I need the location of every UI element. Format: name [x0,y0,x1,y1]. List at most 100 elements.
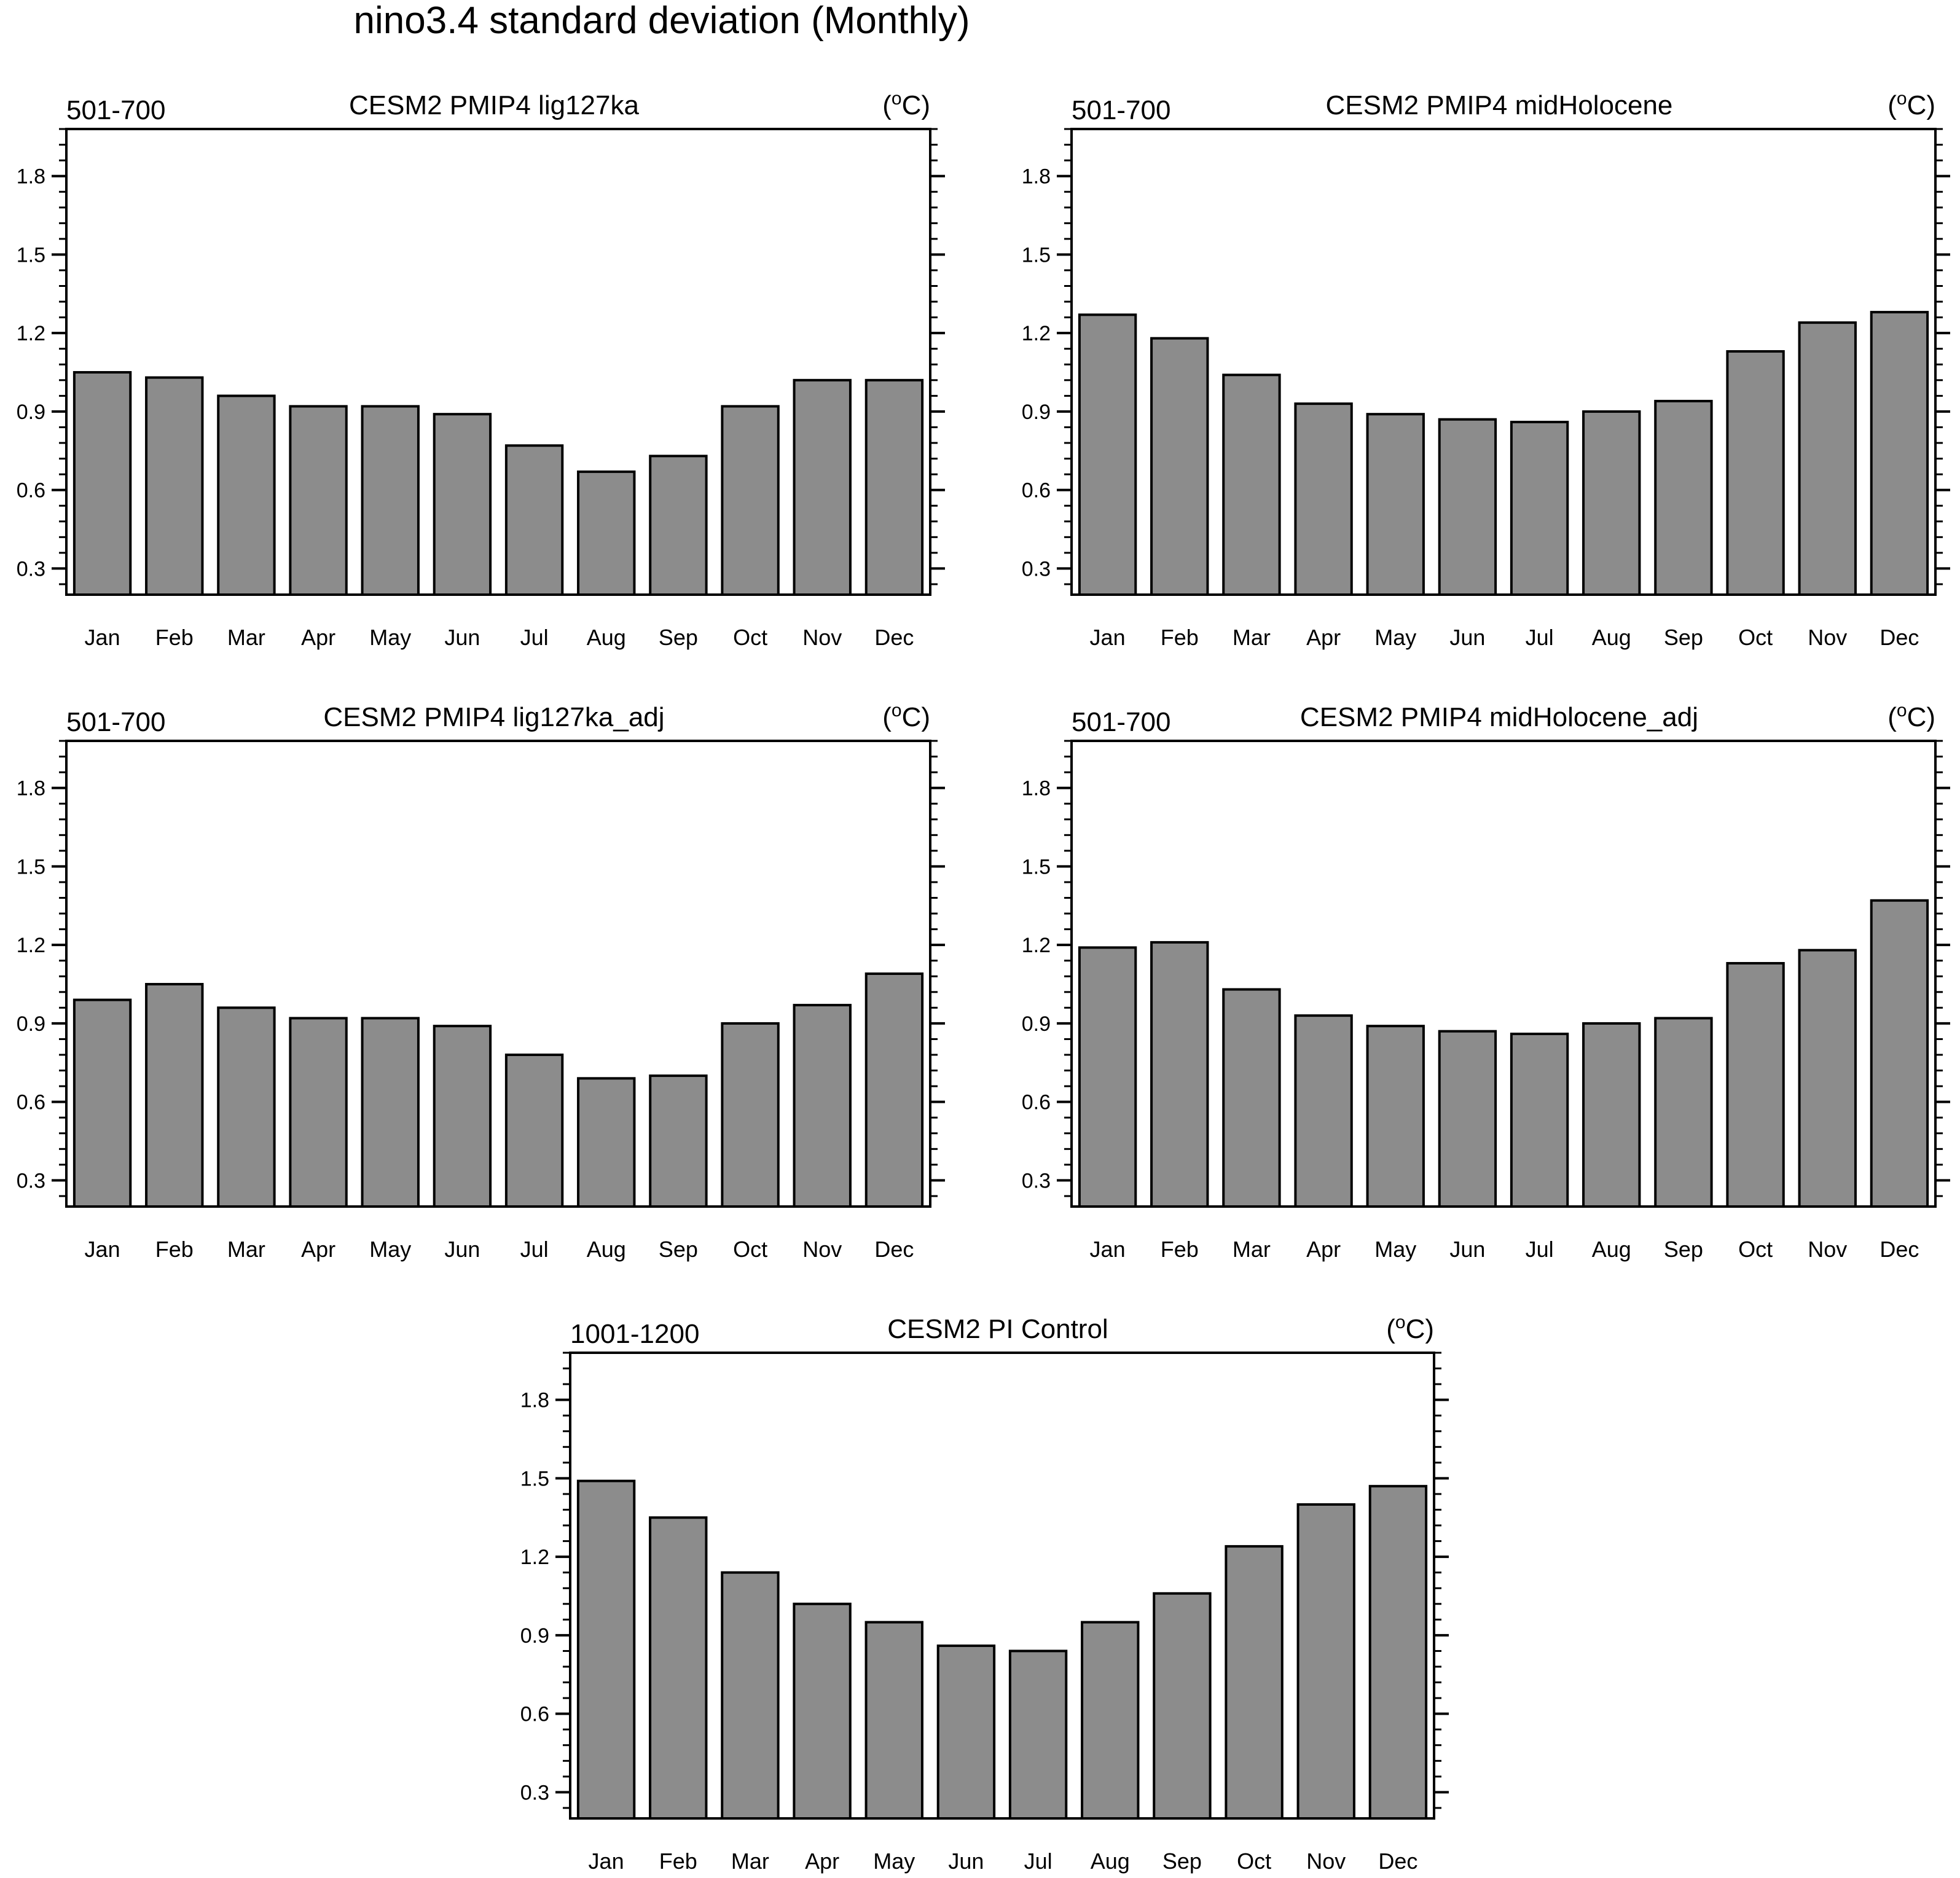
bar-apr [1294,1014,1353,1208]
plot-frame [65,128,931,596]
y-tick-label: 1.8 [17,165,45,189]
y-tick-label: 1.8 [1022,165,1051,189]
x-tick-label: Jul [1526,1237,1554,1262]
panel-period-label: 501-700 [66,95,165,125]
y-tick-label: 0.3 [520,1781,549,1804]
x-tick-label: Oct [733,1237,767,1262]
bar-jun [1438,1030,1497,1208]
bar-sep [1654,399,1713,596]
y-tick-label: 1.8 [17,777,45,800]
bar-jan [1078,313,1137,596]
y-tick-label: 0.3 [1022,1169,1051,1192]
x-tick-label: Sep [659,625,698,650]
x-tick-label: Sep [659,1237,698,1262]
x-tick-label: Sep [1162,1849,1202,1874]
y-tick-label: 0.9 [17,401,45,424]
y-tick-label: 0.3 [17,557,45,581]
chart-panel-4: Jan Feb Mar Apr May Jun Jul Aug Sep Oct Nov Dec 0.3 0… [1022,700,1950,1262]
y-tick-label: 1.8 [520,1389,549,1412]
panel-units-label: (oC) [882,700,930,732]
panel-period-label: 501-700 [1072,95,1170,125]
panel-title: CESM2 PMIP4 lig127ka [349,90,640,120]
bar-apr [289,1017,348,1208]
bar-feb [649,1516,708,1820]
bar-jan [73,371,132,596]
chart-panel-2: Jan Feb Mar Apr May Jun Jul Aug Sep Oct Nov Dec 0.3 0… [1022,88,1950,650]
x-tick-label: Aug [1592,625,1631,650]
x-tick-label: Jun [444,625,480,650]
panel-title: CESM2 PMIP4 midHolocene [1326,90,1673,120]
bar-jul [1510,420,1569,597]
bar-apr [1294,402,1353,596]
x-tick-label: Oct [1237,1849,1271,1874]
bar-mar [1222,374,1281,596]
x-tick-label: Apr [805,1849,839,1874]
x-tick-label: Jul [1024,1849,1053,1874]
panel-units-label: (oC) [1386,1312,1434,1344]
bar-dec [864,378,924,596]
x-tick-label: Jun [948,1849,984,1874]
plot-frame [569,1352,1435,1820]
bar-jul [1008,1649,1068,1820]
panel-period-label: 501-700 [66,707,165,737]
bar-jul [504,444,564,596]
plot-frame [1070,128,1937,596]
bar-jun [936,1644,996,1820]
bar-aug [1081,1621,1140,1820]
bar-apr [793,1602,852,1820]
bar-aug [1582,1022,1641,1208]
bar-aug [577,1077,636,1208]
y-tick-label: 1.5 [17,243,45,267]
x-tick-label: Aug [1592,1237,1631,1262]
x-tick-label: Nov [1306,1849,1346,1874]
bar-nov [1296,1503,1355,1820]
bar-jul [504,1054,564,1208]
x-tick-label: Nov [1808,1237,1847,1262]
bar-oct [721,405,780,596]
bar-apr [289,405,348,596]
bar-feb [145,376,204,596]
panel-title: CESM2 PMIP4 midHolocene_adj [1300,702,1698,732]
x-tick-label: Dec [874,625,914,650]
x-tick-label: Apr [301,1237,335,1262]
y-tick-label: 1.2 [1022,322,1051,345]
bar-oct [1225,1545,1284,1820]
bar-jun [433,413,492,596]
x-tick-label: Oct [1738,1237,1773,1262]
x-tick-label: Feb [155,625,194,650]
x-tick-label: May [369,625,411,650]
x-tick-label: Jul [520,1237,549,1262]
x-tick-label: Jan [1090,1237,1126,1262]
bar-sep [1153,1592,1212,1820]
x-tick-label: Apr [301,625,335,650]
y-tick-label: 1.5 [17,855,45,878]
bar-dec [1870,899,1929,1208]
x-tick-label: Nov [802,625,842,650]
panel-title: CESM2 PI Control [887,1314,1108,1344]
x-tick-label: Mar [1233,1237,1271,1262]
figure-title: nino3.4 standard deviation (Monthly) [354,0,970,42]
x-tick-label: Mar [1233,625,1271,650]
y-tick-label: 1.5 [1022,855,1051,878]
y-tick-label: 1.5 [1022,243,1051,267]
bar-jan [1078,946,1137,1208]
bar-oct [1726,350,1785,597]
bar-dec [1368,1485,1428,1820]
y-tick-label: 0.6 [17,1091,45,1114]
panel-units-label: (oC) [1887,88,1935,120]
bar-nov [793,378,852,596]
panel-units-label: (oC) [882,88,930,120]
x-tick-label: Mar [731,1849,769,1874]
x-tick-label: Oct [733,625,767,650]
x-tick-label: Mar [227,625,265,650]
x-tick-label: Feb [155,1237,194,1262]
bar-may [1366,413,1425,596]
bar-sep [649,1074,708,1208]
bar-may [864,1621,923,1820]
bar-feb [1150,337,1209,596]
y-tick-label: 1.2 [17,322,45,345]
x-tick-label: Feb [1161,1237,1199,1262]
bar-jul [1510,1032,1569,1208]
y-tick-label: 0.6 [520,1703,549,1726]
